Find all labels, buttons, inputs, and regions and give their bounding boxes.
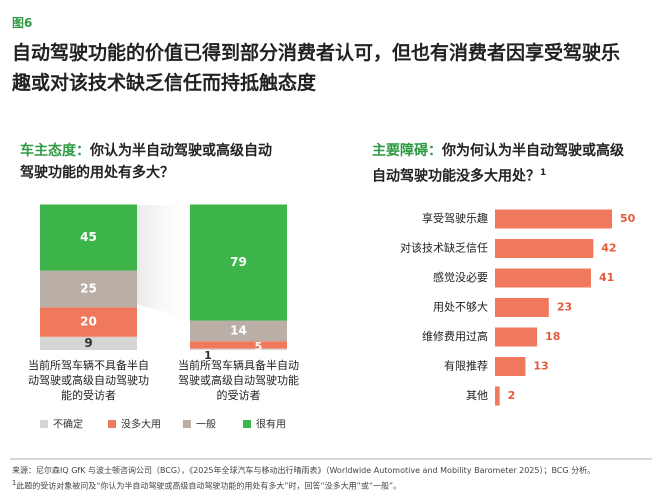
bar-segment — [190, 348, 287, 350]
value-label: 14 — [230, 323, 247, 337]
bar — [495, 268, 591, 288]
category-label: 用处不够大 — [433, 300, 488, 314]
bar-segment — [40, 204, 137, 271]
bar-segment — [190, 320, 287, 342]
value-label: 13 — [533, 360, 548, 373]
bar — [495, 386, 500, 406]
subtitle: 主要障碍：你为何认为半自动驾驶或高级自动驾驶功能没多大用处？1 — [372, 140, 632, 188]
bar — [495, 357, 526, 376]
subtitle-prefix: 主要障碍： — [372, 143, 442, 159]
footnotes: 来源：尼尔森IQ GfK 与波士顿咨询公司（BCG），《2025年全球汽车与移动… — [12, 464, 652, 493]
source: 来源：尼尔森IQ GfK 与波士顿咨询公司（BCG），《2025年全球汽车与移动… — [12, 466, 596, 475]
bar-segment — [40, 270, 137, 308]
legend-label: 不确定 — [53, 418, 83, 431]
value-label: 2 — [508, 389, 516, 402]
value-label: 1 — [204, 349, 212, 362]
legend-label: 一般 — [196, 418, 216, 431]
legend-swatch — [108, 420, 116, 428]
category-label: 当前所驾车辆具备半自动驾驶或高级自动驾驶功能的受访者 — [178, 359, 299, 402]
value-label: 45 — [80, 230, 97, 244]
figure-label: 图6 — [12, 16, 33, 30]
note-marker: 1 — [12, 479, 17, 487]
subtitle-text: 你认为半自动驾驶或高级自动驾驶功能的用处有多大？ — [20, 143, 272, 181]
value-label: 23 — [557, 301, 572, 314]
value-label: 5 — [255, 340, 263, 353]
bar-segment — [40, 336, 137, 350]
bar — [495, 327, 538, 347]
category-label: 享受驾驶乐趣 — [422, 211, 488, 225]
value-label: 9 — [84, 336, 92, 350]
note-marker: 1 — [540, 168, 547, 178]
subtitle: 车主态度：你认为半自动驾驶或高级自动驾驶功能的用处有多大？ — [20, 140, 280, 184]
legend-label: 很有用 — [256, 418, 286, 431]
category-label: 有限推荐 — [444, 359, 488, 373]
subtitle-text: 你为何认为半自动驾驶或高级自动驾驶功能没多大用处？ — [372, 143, 624, 185]
category-label: 对该技术缺乏信任 — [400, 241, 488, 255]
note: 此题的受访对象被问及“你认为半自动驾驶或高级自动驾驶功能的用处有多大”时，回答“… — [16, 481, 402, 491]
value-label: 25 — [80, 281, 97, 295]
legend-swatch — [183, 420, 191, 428]
category-label: 感觉没必要 — [433, 271, 488, 284]
bar — [495, 239, 594, 258]
bar — [495, 298, 549, 317]
bar — [495, 209, 612, 229]
value-label: 79 — [230, 255, 247, 269]
legend-swatch — [243, 420, 251, 428]
legend-swatch — [40, 420, 48, 428]
value-label: 20 — [80, 315, 97, 329]
value-label: 41 — [599, 271, 614, 284]
connector — [135, 205, 190, 318]
title: 自动驾驶功能的价值已得到部分消费者认可，但也有消费者因享受驾驶乐趣或对该技术缺乏… — [12, 42, 621, 94]
category-label: 当前所驾车辆不具备半自动驾驶或高级自动驾驶功能的受访者 — [28, 359, 149, 402]
bar-segment — [40, 307, 137, 337]
note-line: 1此题的受访对象被问及“你认为半自动驾驶或高级自动驾驶功能的用处有多大”时，回答… — [12, 477, 652, 493]
value-label: 50 — [620, 212, 636, 225]
bar-segment — [190, 341, 287, 349]
subtitle-prefix: 车主态度： — [20, 143, 90, 159]
bar-segment — [190, 204, 287, 321]
category-label: 其他 — [466, 389, 488, 402]
value-label: 18 — [545, 330, 560, 343]
value-label: 42 — [601, 242, 616, 255]
category-label: 维修费用过高 — [422, 329, 488, 343]
legend-label: 没多大用 — [121, 418, 161, 431]
